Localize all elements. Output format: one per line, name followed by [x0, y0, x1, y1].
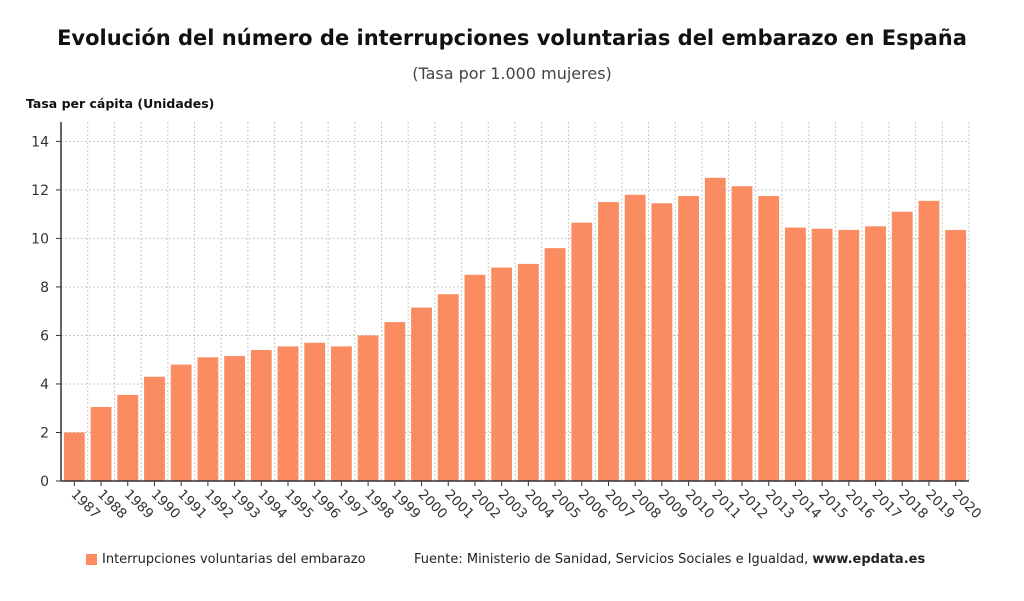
- y-tick-label: 12: [31, 183, 49, 199]
- bar-2015: [811, 228, 833, 481]
- y-axis-label: Tasa per cápita (Unidades): [26, 96, 215, 111]
- x-tick-label: 2016: [842, 487, 878, 523]
- x-tick-label: 1992: [201, 487, 237, 523]
- x-tick-label: 1991: [174, 487, 210, 523]
- bar-2011: [704, 177, 726, 482]
- bar-1996: [304, 342, 326, 481]
- source-site: www.epdata.es: [812, 552, 926, 567]
- bar-2019: [918, 200, 940, 481]
- x-tick-label: 2012: [735, 487, 771, 523]
- x-tick-label: 2000: [415, 487, 451, 523]
- chart-subtitle: (Tasa por 1.000 mujeres): [412, 64, 612, 83]
- bar-2010: [678, 195, 700, 482]
- x-tick-label: 1999: [388, 487, 424, 523]
- x-tick-label: 2006: [575, 487, 611, 523]
- x-tick-label: 2002: [468, 487, 504, 523]
- x-tick-label: 1988: [94, 487, 130, 523]
- legend: Interrupciones voluntarias del embarazo: [86, 552, 366, 567]
- axis-layer: [56, 122, 969, 486]
- x-tick-label: 2003: [495, 487, 531, 523]
- bar-1998: [357, 335, 379, 481]
- x-tick-label: 2018: [895, 487, 931, 523]
- x-tick-label: 2017: [869, 487, 905, 523]
- x-tick-label: 2010: [682, 487, 718, 523]
- bar-2001: [437, 294, 459, 481]
- y-tick-label: 6: [40, 328, 49, 344]
- bar-2000: [411, 307, 432, 481]
- bar-2006: [571, 222, 593, 482]
- y-tick-label: 8: [40, 280, 49, 296]
- source-text: Fuente: Ministerio de Sanidad, Servicios…: [414, 552, 813, 567]
- grid-layer: [61, 122, 970, 481]
- y-tick-label: 0: [40, 474, 49, 490]
- bar-1988: [90, 407, 112, 481]
- bar-2012: [731, 186, 753, 482]
- bar-1993: [224, 356, 246, 481]
- x-tick-label: 2005: [548, 487, 584, 523]
- x-tick-label: 2020: [949, 487, 985, 523]
- x-tick-label: 2007: [602, 487, 638, 523]
- x-tick-label: 2008: [628, 487, 664, 523]
- x-tick-label: 2014: [789, 487, 825, 523]
- x-tick-label: 1987: [68, 487, 104, 523]
- bar-2016: [838, 229, 860, 481]
- bar-1997: [330, 346, 352, 481]
- bar-2014: [784, 227, 806, 481]
- bar-2003: [491, 267, 513, 481]
- bar-layer: [63, 177, 967, 482]
- x-tick-label: 2001: [441, 487, 477, 523]
- legend-label: Interrupciones voluntarias del embarazo: [102, 552, 366, 567]
- bar-2005: [544, 248, 566, 481]
- y-tick-label: 2: [40, 425, 49, 441]
- bar-2017: [865, 226, 886, 481]
- bar-1995: [277, 346, 299, 481]
- x-tick-label: 1995: [281, 487, 317, 523]
- bar-1994: [250, 350, 272, 481]
- bar-2013: [758, 195, 780, 482]
- bar-2002: [464, 274, 486, 481]
- x-tick-label: 1998: [361, 487, 397, 523]
- y-tick-label: 14: [31, 134, 49, 150]
- legend-swatch: [86, 554, 97, 565]
- bar-2004: [517, 263, 539, 481]
- bar-1992: [197, 357, 219, 481]
- source-note: Fuente: Ministerio de Sanidad, Servicios…: [414, 552, 925, 567]
- bar-2008: [624, 194, 646, 481]
- x-tick-label: 1989: [121, 487, 157, 523]
- bar-1990: [144, 376, 165, 481]
- x-tick-label: 2011: [708, 487, 744, 523]
- bar-2018: [891, 211, 913, 481]
- bar-1987: [63, 432, 85, 481]
- bar-1991: [170, 364, 192, 481]
- x-tick-label: 2019: [922, 487, 958, 523]
- bar-2007: [598, 202, 619, 481]
- x-tick-label: 1993: [228, 487, 264, 523]
- y-tick-label: 4: [40, 377, 49, 393]
- x-tick-label: 2009: [655, 487, 691, 523]
- bar-2020: [945, 229, 967, 481]
- x-tick-label: 1997: [335, 487, 371, 523]
- x-tick-label: 1996: [308, 487, 344, 523]
- x-tick-label: 2015: [815, 487, 851, 523]
- bar-2009: [651, 203, 673, 481]
- x-tick-label: 2013: [762, 487, 798, 523]
- x-tick-label: 1994: [254, 487, 290, 523]
- x-tick-label: 2004: [522, 487, 558, 523]
- bar-1999: [384, 322, 406, 481]
- bar-1989: [117, 394, 139, 481]
- x-tick-label: 1990: [148, 487, 184, 523]
- y-tick-label: 10: [31, 231, 49, 247]
- chart-title: Evolución del número de interrupciones v…: [57, 26, 967, 50]
